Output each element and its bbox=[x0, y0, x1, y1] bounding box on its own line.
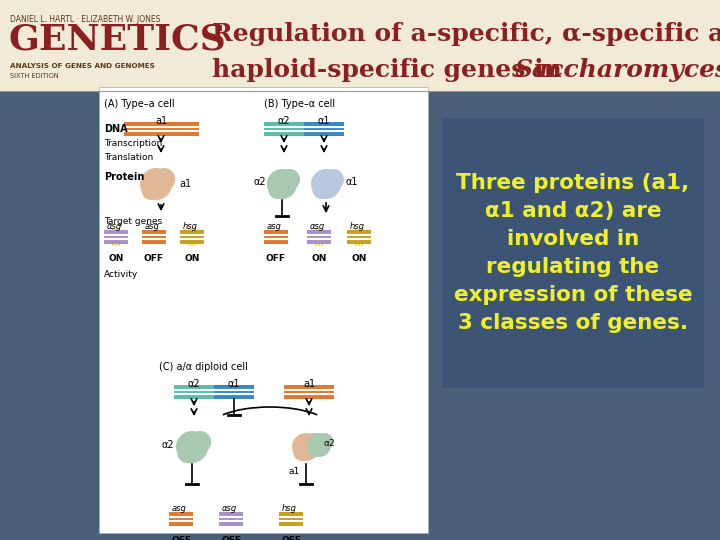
Circle shape bbox=[142, 181, 161, 200]
Text: hsg: hsg bbox=[282, 504, 297, 513]
Text: α1: α1 bbox=[346, 177, 359, 187]
Text: αsg: αsg bbox=[221, 504, 237, 513]
Bar bbox=[104, 230, 128, 244]
Circle shape bbox=[323, 169, 344, 190]
Text: α2: α2 bbox=[253, 177, 266, 187]
Text: ANALYSIS OF GENES AND GENOMES: ANALYSIS OF GENES AND GENOMES bbox=[10, 63, 155, 69]
Text: Three proteins (a1,
α1 and α2) are
involved in
regulating the
expression of thes: Three proteins (a1, α1 and α2) are invol… bbox=[454, 173, 693, 333]
Bar bbox=[347, 230, 371, 244]
Text: Protein: Protein bbox=[104, 172, 145, 182]
Text: ON: ON bbox=[108, 254, 124, 263]
Text: GENETICS: GENETICS bbox=[8, 23, 226, 57]
Text: α2: α2 bbox=[324, 439, 336, 448]
Text: α1: α1 bbox=[228, 379, 240, 389]
Bar bbox=[442, 118, 704, 388]
Text: Target genes: Target genes bbox=[104, 218, 162, 226]
Bar bbox=[0, 0, 720, 91]
Circle shape bbox=[311, 169, 341, 199]
Text: a1: a1 bbox=[303, 379, 315, 389]
Circle shape bbox=[307, 433, 331, 457]
Text: OFF: OFF bbox=[144, 254, 164, 263]
Text: (B) Type–α cell: (B) Type–α cell bbox=[264, 99, 335, 109]
Circle shape bbox=[292, 433, 320, 461]
Bar bbox=[264, 122, 344, 136]
Text: OFF: OFF bbox=[281, 536, 301, 540]
Circle shape bbox=[312, 181, 330, 199]
Text: OFF: OFF bbox=[266, 254, 286, 263]
Text: OFF: OFF bbox=[221, 536, 241, 540]
Bar bbox=[174, 385, 254, 399]
Bar bbox=[124, 122, 199, 136]
Text: DANIEL L. HARTL · ELIZABETH W. JONES: DANIEL L. HARTL · ELIZABETH W. JONES bbox=[10, 15, 161, 24]
Circle shape bbox=[140, 168, 172, 200]
Text: a1: a1 bbox=[179, 179, 191, 189]
Text: OFF: OFF bbox=[171, 536, 191, 540]
Text: asg: asg bbox=[145, 222, 159, 231]
Text: Activity: Activity bbox=[104, 270, 138, 279]
Bar bbox=[307, 230, 331, 244]
Text: (A) Type–a cell: (A) Type–a cell bbox=[104, 99, 175, 109]
Bar bbox=[264, 230, 288, 244]
Text: hsg: hsg bbox=[182, 222, 197, 231]
Circle shape bbox=[267, 169, 297, 199]
Bar bbox=[284, 385, 334, 399]
Circle shape bbox=[308, 443, 323, 457]
Text: (C) a/α diploid cell: (C) a/α diploid cell bbox=[159, 362, 248, 372]
Text: haploid-specific genes in: haploid-specific genes in bbox=[212, 58, 571, 82]
Circle shape bbox=[269, 181, 287, 199]
Bar bbox=[304, 122, 344, 136]
Text: αsg: αsg bbox=[310, 222, 325, 231]
Text: Regulation of a-specific, α-specific and: Regulation of a-specific, α-specific and bbox=[212, 22, 720, 46]
Circle shape bbox=[317, 433, 333, 450]
Text: Saccharomyces: Saccharomyces bbox=[515, 58, 720, 82]
Text: ON: ON bbox=[184, 254, 199, 263]
Bar bbox=[219, 512, 243, 526]
Bar bbox=[169, 512, 193, 526]
Text: α2: α2 bbox=[278, 116, 290, 126]
Circle shape bbox=[176, 431, 208, 463]
Bar bbox=[99, 87, 428, 533]
Circle shape bbox=[189, 431, 211, 454]
Text: DNA: DNA bbox=[104, 124, 127, 134]
Text: asg: asg bbox=[266, 222, 282, 231]
Text: ON: ON bbox=[351, 254, 366, 263]
Bar bbox=[180, 230, 204, 244]
Text: ON: ON bbox=[311, 254, 327, 263]
Circle shape bbox=[303, 433, 323, 453]
Bar bbox=[142, 230, 166, 244]
Text: hsg: hsg bbox=[349, 222, 364, 231]
Circle shape bbox=[153, 168, 175, 191]
Text: SIXTH EDITION: SIXTH EDITION bbox=[10, 73, 58, 79]
Text: Transcription: Transcription bbox=[104, 139, 162, 148]
Circle shape bbox=[178, 444, 197, 463]
Text: α2: α2 bbox=[188, 379, 200, 389]
Text: asg: asg bbox=[171, 504, 186, 513]
Text: a1: a1 bbox=[289, 467, 300, 476]
Text: α1: α1 bbox=[318, 116, 330, 126]
Text: a1: a1 bbox=[155, 116, 167, 126]
Bar bbox=[279, 512, 303, 526]
Bar bbox=[214, 385, 254, 399]
Bar bbox=[0, 91, 720, 540]
Text: αsg: αsg bbox=[107, 222, 122, 231]
Circle shape bbox=[279, 169, 300, 190]
Text: Translation: Translation bbox=[104, 152, 153, 161]
Circle shape bbox=[294, 444, 310, 461]
Text: α2: α2 bbox=[161, 440, 174, 450]
